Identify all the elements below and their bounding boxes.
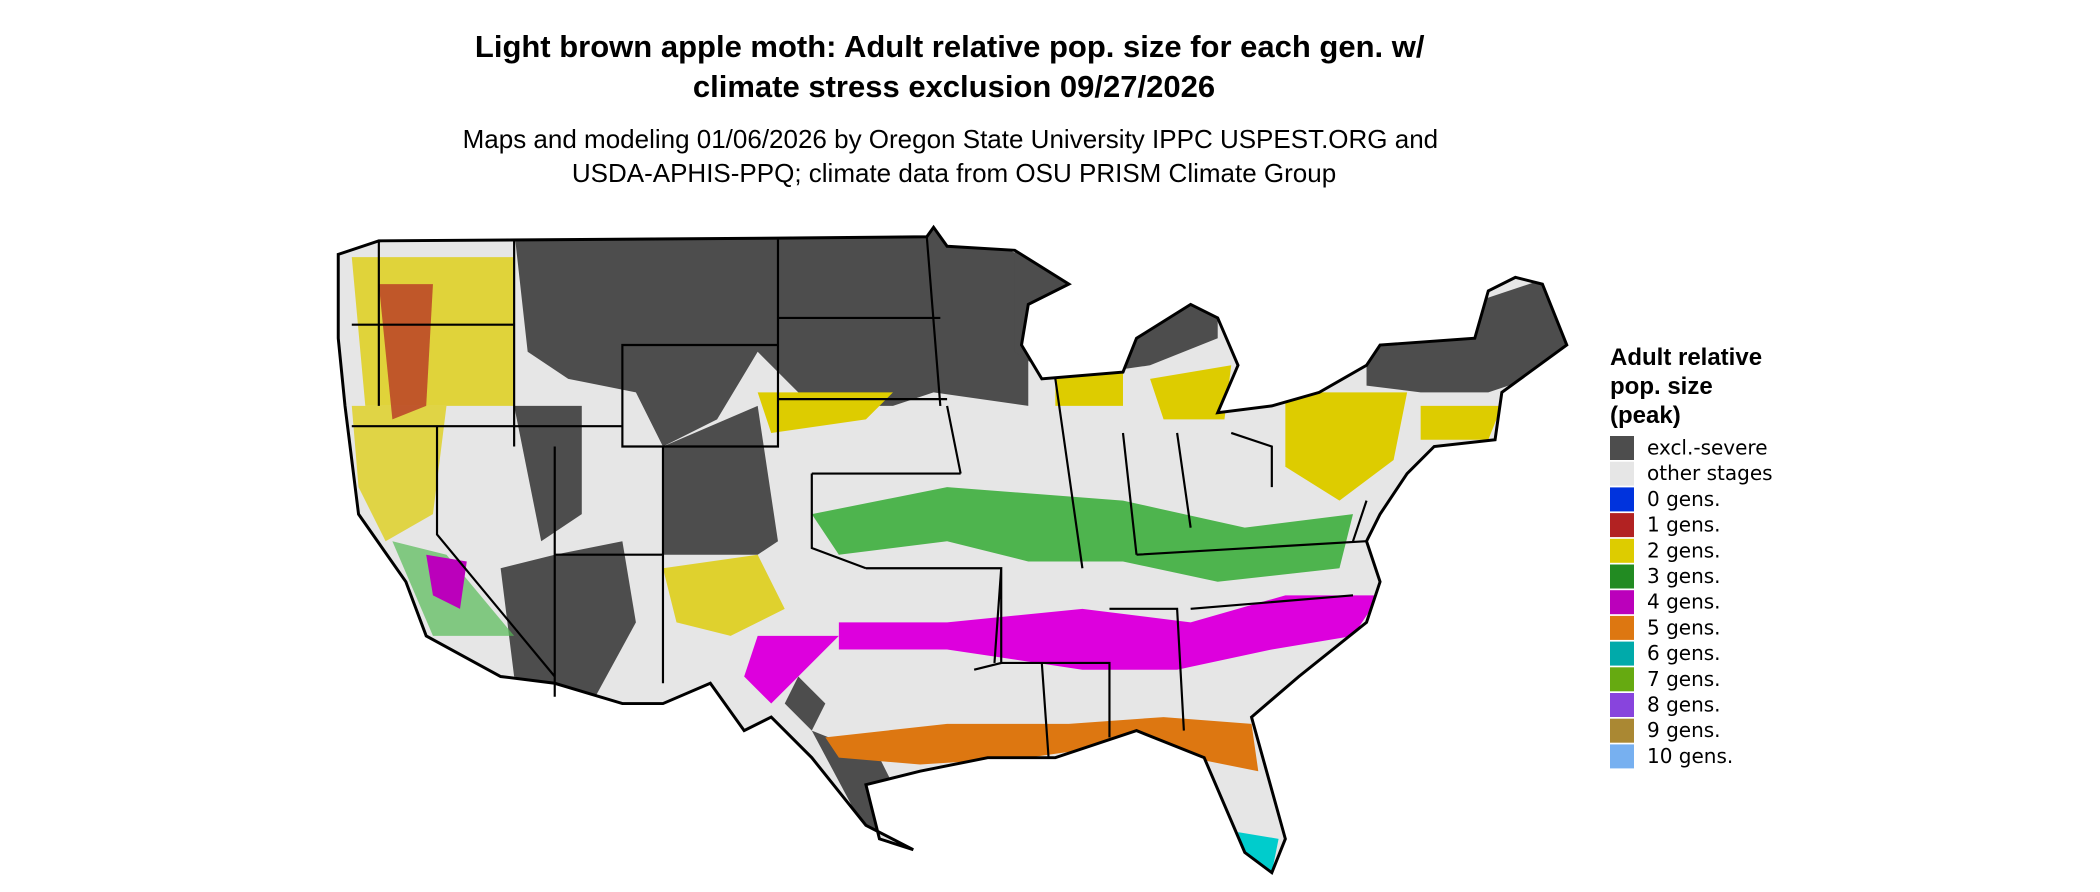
- legend-title-line: pop. size: [1610, 373, 1719, 400]
- legend-swatch: [1610, 461, 1634, 486]
- legend-swatch: [1610, 564, 1634, 589]
- legend-swatch: [1610, 641, 1634, 666]
- subtitle-line: Maps and modeling 01/06/2026 by Oregon S…: [463, 124, 1446, 154]
- legend-title-line: (peak): [1610, 402, 1681, 429]
- legend-label: 5 gens.: [1647, 615, 1721, 639]
- legend-swatch: [1610, 436, 1634, 460]
- map-subtitle: Maps and modeling 01/06/2026 by Oregon S…: [463, 124, 1446, 188]
- legend-title-line: Adult relative: [1610, 344, 1769, 371]
- legend-label: 1 gens.: [1647, 513, 1721, 537]
- legend-label: 6 gens.: [1647, 641, 1721, 665]
- legend-swatch: [1610, 513, 1634, 538]
- title-line: Light brown apple moth: Adult relative p…: [475, 29, 1433, 64]
- legend-label: 2 gens.: [1647, 538, 1721, 562]
- legend-label: 9 gens.: [1647, 718, 1721, 742]
- subtitle-line: USDA-APHIS-PPQ; climate data from OSU PR…: [572, 158, 1336, 188]
- legend-label: excl.-severe: [1647, 436, 1768, 460]
- title-line: climate stress exclusion 09/27/2026: [693, 69, 1215, 104]
- legend-label: 4 gens.: [1647, 590, 1721, 614]
- legend-swatch: [1610, 667, 1634, 692]
- legend-swatch: [1610, 590, 1634, 615]
- legend-label: 3 gens.: [1647, 564, 1721, 588]
- legend-title: Adult relative pop. size (peak): [1610, 344, 1769, 429]
- legend-swatch: [1610, 744, 1634, 769]
- legend-label: 8 gens.: [1647, 693, 1721, 717]
- legend-swatch: [1610, 615, 1634, 640]
- legend-swatch: [1610, 487, 1634, 512]
- map-title: Light brown apple moth: Adult relative p…: [475, 29, 1433, 104]
- legend-swatch: [1610, 538, 1634, 563]
- us-map: [336, 225, 1569, 875]
- legend-label: 0 gens.: [1647, 487, 1721, 511]
- legend-label: 7 gens.: [1647, 667, 1721, 691]
- legend-label: other stages: [1647, 461, 1773, 485]
- legend-swatch: [1610, 693, 1634, 717]
- legend-label: 10 gens.: [1647, 744, 1733, 768]
- legend-swatch: [1610, 718, 1634, 743]
